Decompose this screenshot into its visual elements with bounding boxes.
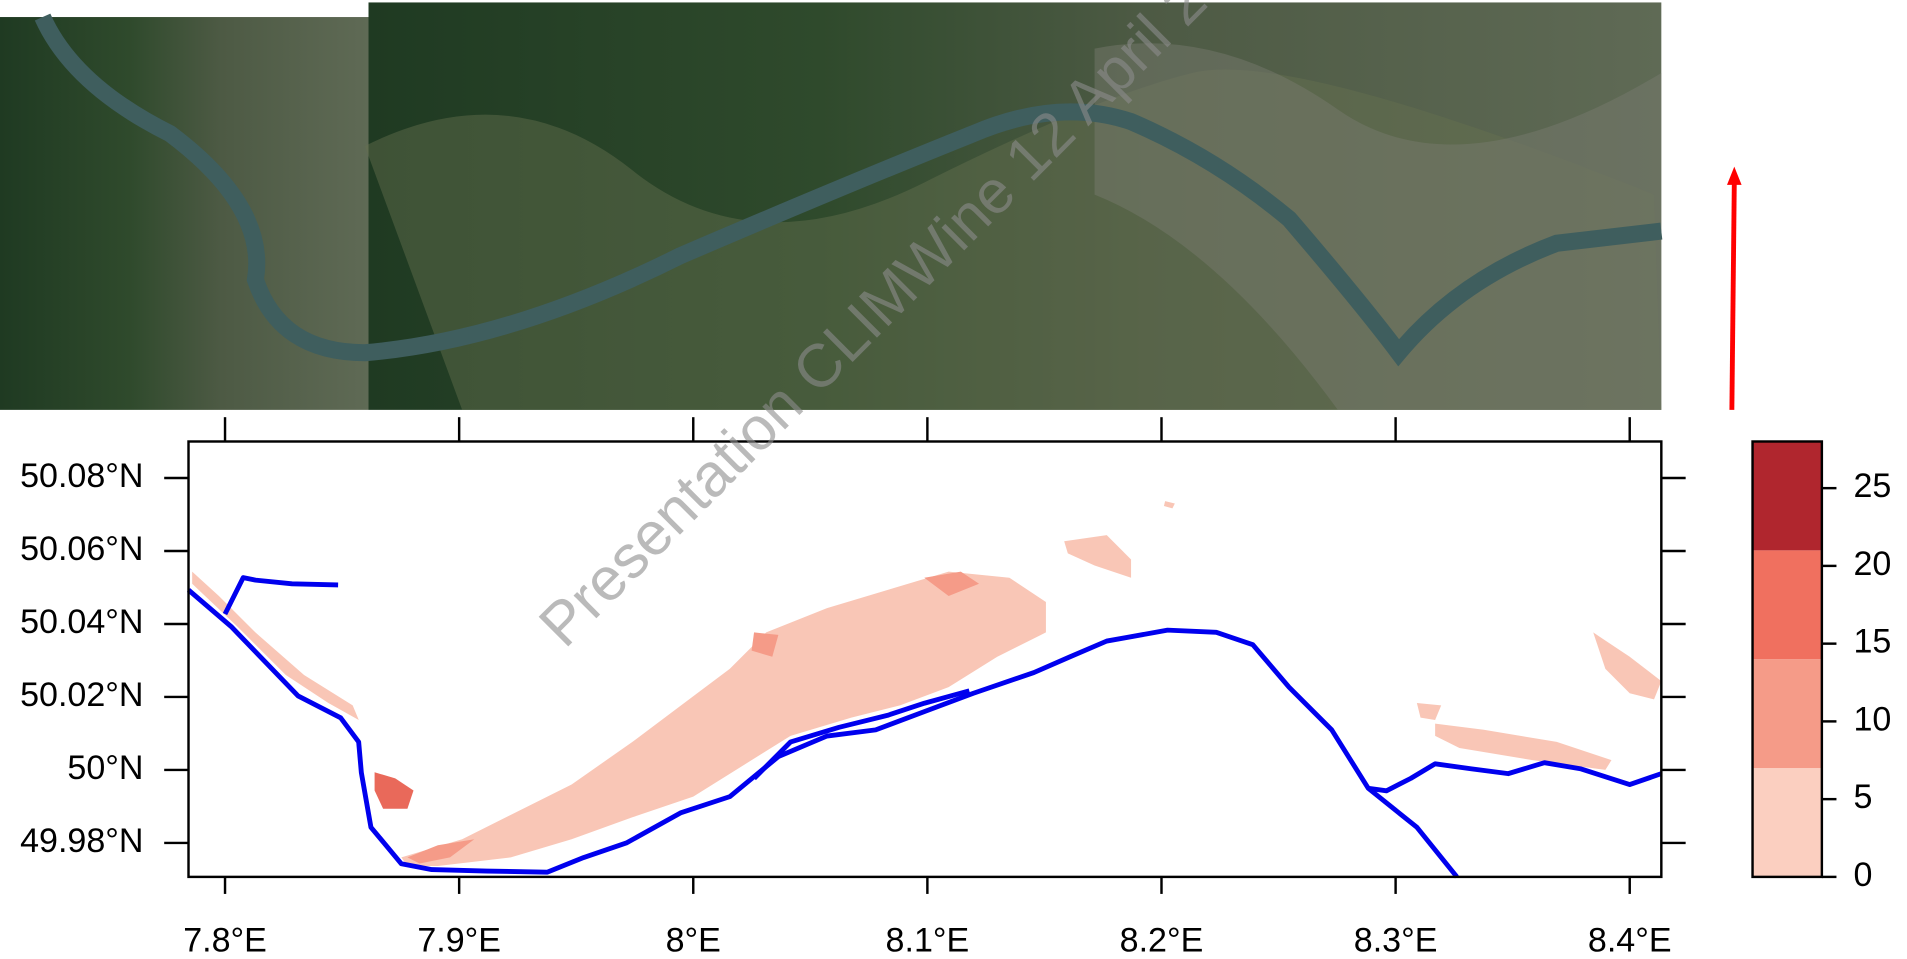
x-tick-label: 8.2°E: [1120, 922, 1204, 959]
x-tick-label: 7.9°E: [417, 922, 501, 959]
colorbar-tick-label: 15: [1853, 623, 1891, 661]
y-tick-label: 50°N: [67, 749, 143, 787]
page: {"chart_data": { "type": "map", "waterma…: [0, 0, 1907, 959]
x-tick-label: 8.1°E: [886, 922, 970, 959]
figure: 7.8°E 7.9°E 8°E 8.1°E 8.2°E 8.3°E 8.4°E 49.98°N…: [0, 0, 1907, 959]
colorbar-tick-label: 5: [1853, 778, 1872, 816]
colorbar-bin: [1753, 659, 1822, 768]
y-tick-label: 50.08°N: [20, 457, 143, 495]
x-tick-label: 8°E: [666, 922, 721, 959]
y-tick-label: 50.04°N: [20, 603, 143, 641]
north-arrow: [1727, 167, 1742, 410]
x-tick-label: 7.8°E: [183, 922, 267, 959]
y-tick-label: 50.02°N: [20, 676, 143, 714]
y-tick-label: 49.98°N: [20, 822, 143, 860]
colorbar-tick-label: 0: [1853, 856, 1872, 894]
colorbar-bin: [1753, 550, 1822, 659]
colorbar-tick-label: 20: [1853, 545, 1891, 583]
colorbar-tick-label: 10: [1853, 700, 1891, 738]
x-tick-label: 8.3°E: [1354, 922, 1438, 959]
colorbar-bin: [1753, 768, 1822, 877]
colorbar-tick-label: 25: [1853, 467, 1891, 505]
x-tick-label: 8.4°E: [1588, 922, 1672, 959]
colorbar-bin: [1753, 441, 1822, 550]
y-tick-label: 50.06°N: [20, 530, 143, 568]
